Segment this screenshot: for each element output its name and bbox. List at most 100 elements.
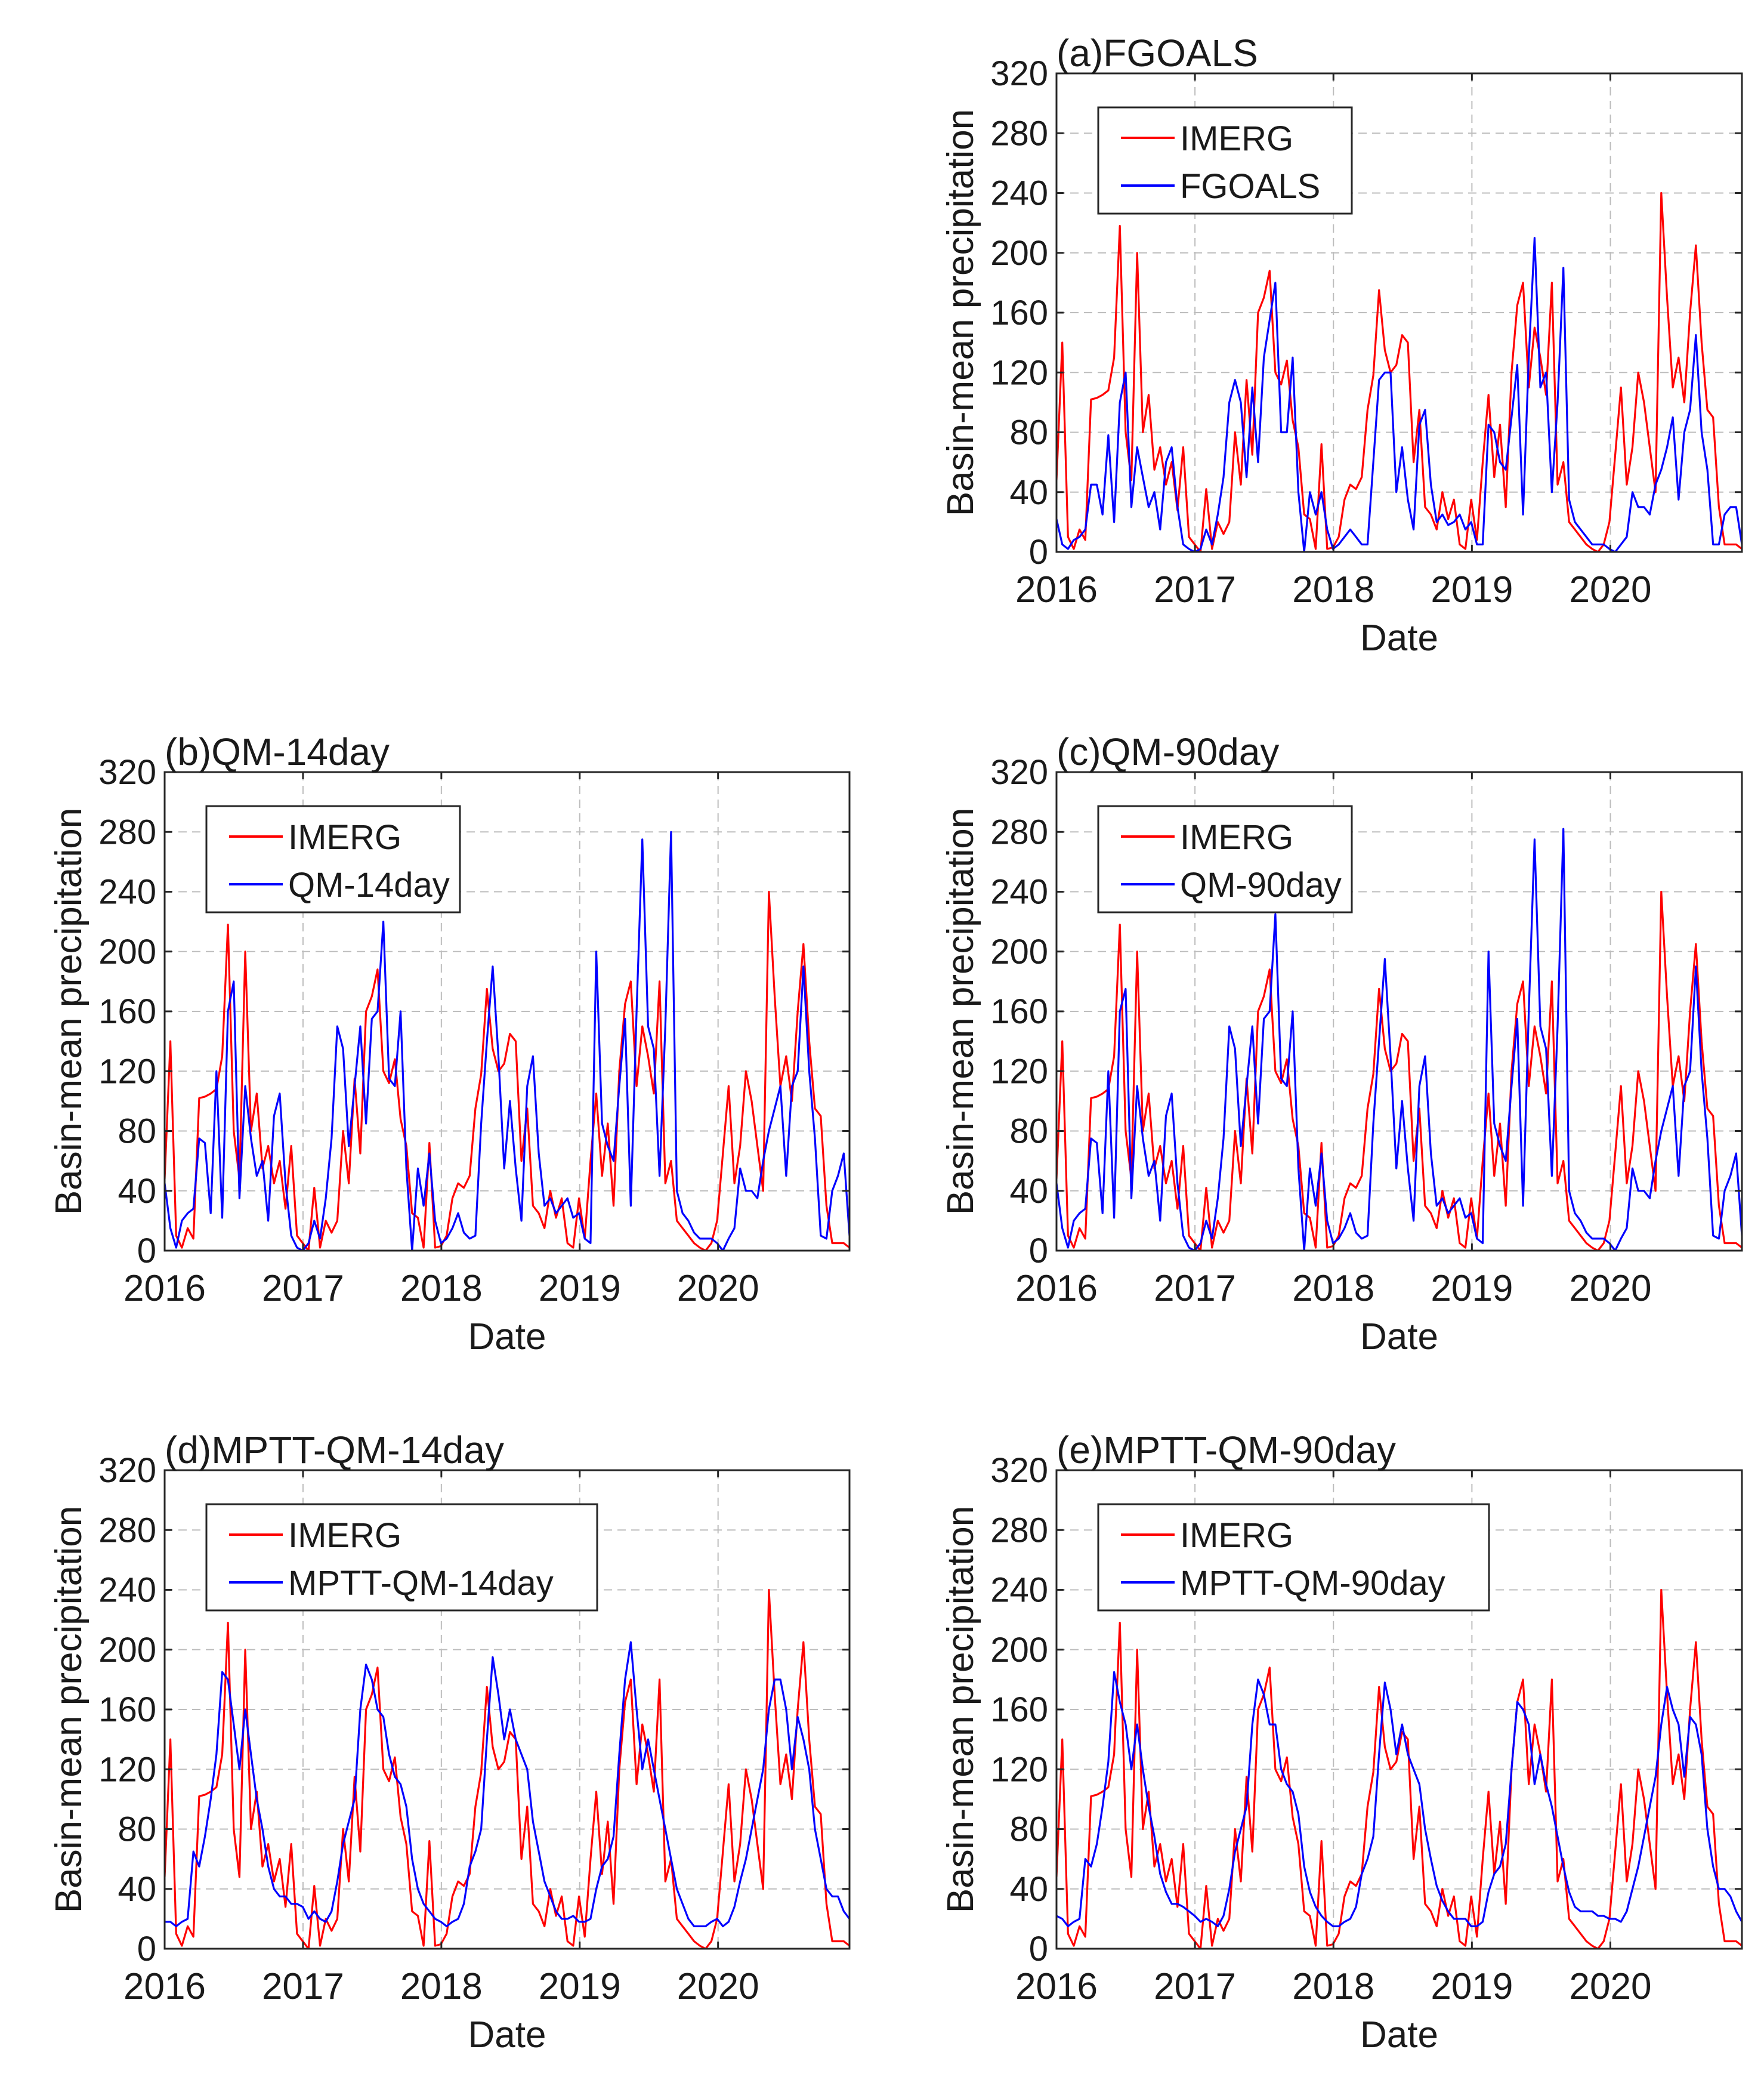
y-tick-label: 40 <box>1009 1870 1048 1909</box>
x-tick-label: 2016 <box>1015 1268 1098 1309</box>
x-tick-label: 2020 <box>1570 569 1652 610</box>
legend-label: IMERG <box>1180 1516 1293 1555</box>
y-axis-label: Basin-mean precipitation <box>48 808 89 1215</box>
y-tick-label: 280 <box>990 813 1048 851</box>
y-tick-label: 200 <box>98 1631 156 1669</box>
chart-panel-e: 0 40 80 120 160 200 240 280 320 2016 2017 2018 2019 2… <box>940 1428 1743 2056</box>
x-tick-label: 2020 <box>1570 1966 1652 2007</box>
y-tick-label: 80 <box>1009 1810 1048 1849</box>
legend-box <box>1097 805 1353 914</box>
y-tick-label: 80 <box>118 1112 156 1151</box>
y-tick-label: 40 <box>118 1172 156 1211</box>
x-tick-label: 2018 <box>400 1966 483 2007</box>
series-line-imerg <box>1056 1588 1742 1949</box>
legend-label: FGOALS <box>1180 167 1320 206</box>
y-tick-label: 80 <box>118 1810 156 1849</box>
y-tick-label: 240 <box>990 1571 1048 1610</box>
y-tick-label: 200 <box>98 933 156 971</box>
x-tick-label: 2016 <box>123 1966 206 2007</box>
x-tick-label: 2016 <box>1015 1966 1098 2007</box>
x-axis-label: Date <box>1360 618 1438 659</box>
chart-title: (d)MPTT-QM-14day <box>165 1428 504 1471</box>
legend-box <box>205 1503 598 1612</box>
y-tick-label: 40 <box>118 1870 156 1909</box>
series-line-model <box>1056 828 1742 1251</box>
legend-label: IMERG <box>1180 818 1293 857</box>
y-tick-label: 320 <box>98 1451 156 1490</box>
legend-box <box>1097 106 1353 215</box>
y-tick-label: 240 <box>990 873 1048 912</box>
y-tick-label: 40 <box>1009 1172 1048 1211</box>
series-line-model <box>1056 237 1742 552</box>
x-tick-label: 2018 <box>400 1268 483 1309</box>
legend: IMERG QM-90day <box>1097 805 1353 914</box>
x-axis-label: Date <box>468 1316 546 1357</box>
chart-panel-a: 0 40 80 120 160 200 240 280 320 2016 2017 2018 2019 2… <box>940 32 1743 659</box>
legend: IMERG QM-14day <box>205 805 461 914</box>
legend-label: IMERG <box>1180 119 1293 158</box>
y-tick-label: 200 <box>990 1631 1048 1669</box>
x-tick-label: 2018 <box>1292 1966 1374 2007</box>
legend-label: IMERG <box>288 818 401 857</box>
y-tick-label: 280 <box>98 813 156 851</box>
chart-title: (c)QM-90day <box>1056 730 1279 773</box>
x-tick-label: 2020 <box>677 1966 759 2007</box>
series-line-model <box>1056 1671 1742 1927</box>
x-axis-label: Date <box>1360 1316 1438 1357</box>
x-tick-label: 2017 <box>262 1268 344 1309</box>
legend-box <box>1097 1503 1490 1612</box>
x-tick-label: 2018 <box>1292 569 1374 610</box>
series-line-model <box>165 831 849 1251</box>
legend-label: MPTT-QM-14day <box>288 1564 554 1603</box>
y-tick-label: 0 <box>1029 533 1048 572</box>
chart-title: (a)FGOALS <box>1056 32 1258 75</box>
y-tick-label: 120 <box>990 1052 1048 1091</box>
x-tick-label: 2020 <box>677 1268 759 1309</box>
series-line-imerg <box>165 890 849 1251</box>
chart-title: (e)MPTT-QM-90day <box>1056 1428 1396 1471</box>
y-tick-label: 120 <box>98 1750 156 1789</box>
y-tick-label: 280 <box>990 114 1048 153</box>
y-tick-label: 200 <box>990 933 1048 971</box>
y-tick-label: 120 <box>990 353 1048 392</box>
legend: IMERG FGOALS <box>1097 106 1353 215</box>
x-tick-label: 2017 <box>262 1966 344 2007</box>
legend-box <box>205 805 461 914</box>
x-tick-label: 2019 <box>539 1966 621 2007</box>
legend-label: MPTT-QM-90day <box>1180 1564 1445 1603</box>
y-tick-label: 120 <box>990 1750 1048 1789</box>
y-tick-label: 0 <box>1029 1232 1048 1270</box>
y-tick-label: 0 <box>1029 1930 1048 1968</box>
y-axis-label: Basin-mean precipitation <box>940 109 981 516</box>
y-tick-label: 0 <box>137 1232 156 1270</box>
y-tick-label: 320 <box>990 1451 1048 1490</box>
y-tick-label: 160 <box>98 992 156 1031</box>
x-tick-label: 2019 <box>1431 1268 1513 1309</box>
legend: IMERG MPTT-QM-14day <box>205 1503 598 1612</box>
y-tick-label: 120 <box>98 1052 156 1091</box>
x-tick-label: 2019 <box>1431 1966 1513 2007</box>
x-axis-label: Date <box>1360 2014 1438 2056</box>
y-tick-label: 80 <box>1009 1112 1048 1151</box>
series-line-imerg <box>1056 890 1742 1251</box>
legend: IMERG MPTT-QM-90day <box>1097 1503 1490 1612</box>
x-tick-label: 2017 <box>1154 1268 1236 1309</box>
x-tick-label: 2016 <box>123 1268 206 1309</box>
y-tick-label: 80 <box>1009 413 1048 452</box>
y-tick-label: 160 <box>990 992 1048 1031</box>
y-axis-label: Basin-mean precipitation <box>940 1506 981 1913</box>
y-tick-label: 240 <box>990 174 1048 213</box>
y-tick-label: 160 <box>98 1690 156 1729</box>
y-tick-label: 240 <box>98 873 156 912</box>
y-tick-label: 160 <box>990 1690 1048 1729</box>
y-axis-label: Basin-mean precipitation <box>940 808 981 1215</box>
x-tick-label: 2017 <box>1154 1966 1236 2007</box>
x-tick-label: 2018 <box>1292 1268 1374 1309</box>
y-tick-label: 320 <box>990 54 1048 93</box>
x-tick-label: 2017 <box>1154 569 1236 610</box>
y-tick-label: 280 <box>990 1511 1048 1550</box>
series-line-model <box>165 1641 849 1927</box>
y-tick-label: 280 <box>98 1511 156 1550</box>
x-axis-label: Date <box>468 2014 546 2056</box>
y-tick-label: 160 <box>990 294 1048 332</box>
